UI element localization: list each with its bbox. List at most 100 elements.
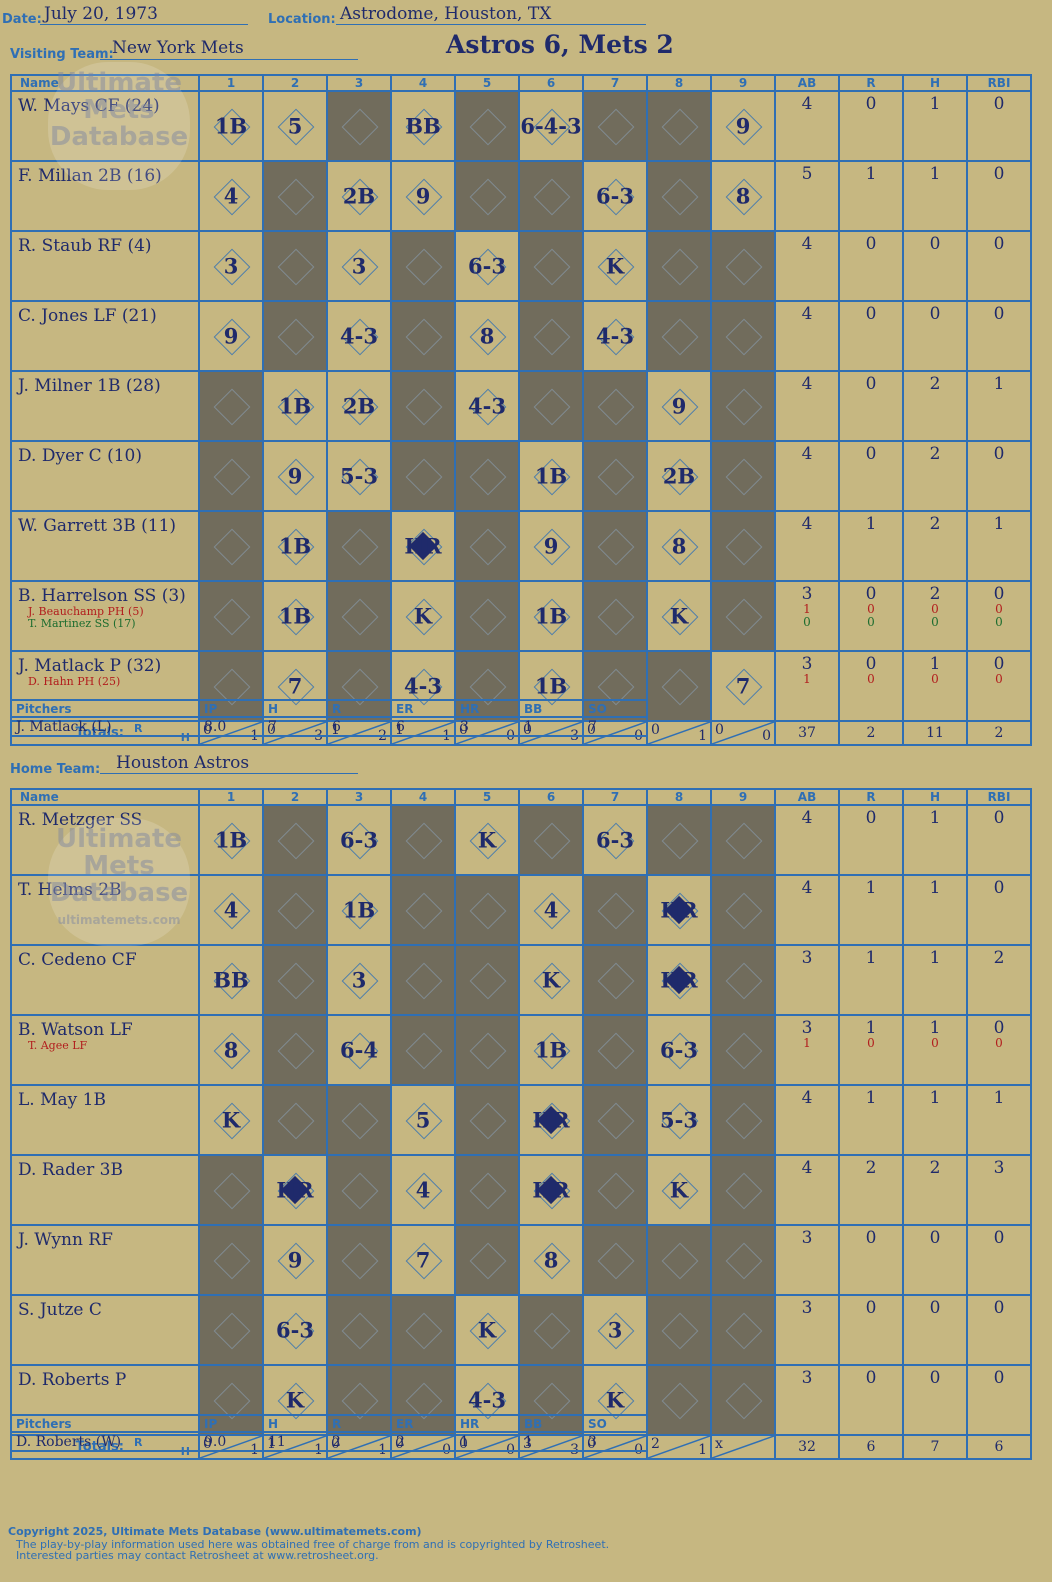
play-result: K <box>605 1387 625 1413</box>
at-bats-value: 3 <box>801 1298 813 1318</box>
at-bats-value: 3 <box>801 654 813 674</box>
at-bats-cell: 4 <box>774 300 840 372</box>
hits-value: 2 <box>929 374 941 394</box>
diamond-icon <box>661 1242 699 1280</box>
rbi-value: 1 <box>993 514 1005 534</box>
at-bat-cell: 8 <box>518 1224 584 1296</box>
diamond-icon <box>405 892 443 930</box>
play-result: 5-3 <box>660 1107 698 1133</box>
play-result: 1B <box>214 827 248 853</box>
diamond-icon <box>725 892 763 930</box>
runs-cell: 0 <box>838 300 904 372</box>
diamond-icon <box>341 598 379 636</box>
at-bat-cell: 6-3 <box>582 160 648 232</box>
play-result: 1B <box>534 673 568 699</box>
player-name: C. Cedeno CF <box>18 950 137 970</box>
diamond-icon <box>277 1032 315 1070</box>
at-bat-cell: 2B <box>326 160 392 232</box>
diamond-icon <box>469 1242 507 1280</box>
play-result: 6-4 <box>340 1037 378 1063</box>
at-bat-cell <box>390 300 456 372</box>
diamond-icon <box>725 458 763 496</box>
hits-cell: 1 <box>902 90 968 162</box>
batter-name: D. Rader 3B <box>10 1154 200 1226</box>
at-bats-cell: 4 <box>774 440 840 512</box>
rbi-value: 0 <box>993 1298 1005 1318</box>
diamond-icon <box>661 668 699 706</box>
diamond-icon <box>213 1242 251 1280</box>
hits-cell: 2 <box>902 440 968 512</box>
pitcher-stat: 3 <box>582 1431 648 1452</box>
pitcher-stat-header: IP <box>198 699 264 718</box>
hits-header: H <box>902 74 968 92</box>
play-result: 6-3 <box>660 1037 698 1063</box>
at-bat-cell <box>390 1294 456 1366</box>
at-bat-cell: 1B <box>262 510 328 582</box>
runs-value: 0 <box>865 94 877 114</box>
rbi-cell: 0 <box>966 874 1032 946</box>
inning-header: 8 <box>646 788 712 806</box>
play-result: 8 <box>479 323 495 349</box>
at-bats-value: 1 <box>803 602 811 616</box>
at-bats-value: 3 <box>801 1368 813 1388</box>
at-bat-cell: K <box>454 1294 520 1366</box>
hits-value: 0 <box>931 615 939 629</box>
runs-value: 0 <box>865 1298 877 1318</box>
diamond-icon <box>405 458 443 496</box>
pitcher-stat: 11 <box>262 1431 328 1452</box>
runs-value: 2 <box>865 1158 877 1178</box>
at-bat-cell: 9 <box>262 1224 328 1296</box>
batter-name: B. Harrelson SS (3) J. Beauchamp PH (5) T.… <box>10 580 200 652</box>
play-result: 4-3 <box>468 1387 506 1413</box>
batter-name: F. Millan 2B (16) <box>10 160 200 232</box>
diamond-icon <box>533 388 571 426</box>
at-bats-value: 4 <box>801 444 813 464</box>
play-result: 7 <box>735 673 751 699</box>
at-bat-cell <box>582 874 648 946</box>
runs-header: R <box>838 74 904 92</box>
hits-cell: 0 <box>902 1294 968 1366</box>
at-bat-cell <box>262 944 328 1016</box>
at-bat-cell <box>582 1224 648 1296</box>
rbi-value: 0 <box>993 94 1005 114</box>
batter-name: B. Watson LF T. Agee LF <box>10 1014 200 1086</box>
batter-row: J. Milner 1B (28) 1B 2B 4-3 9 4 0 2 1 <box>10 370 1032 442</box>
diamond-icon <box>725 528 763 566</box>
at-bat-cell <box>390 440 456 512</box>
pitcher-stat-header: IP <box>198 1414 264 1433</box>
diamond-icon <box>469 1172 507 1210</box>
play-result: HR <box>660 967 698 993</box>
at-bat-cell <box>710 1084 776 1156</box>
hits-value: 1 <box>929 164 941 184</box>
rbi-cell: 0 <box>966 300 1032 372</box>
at-bat-cell <box>262 230 328 302</box>
at-bats-value: 4 <box>801 1158 813 1178</box>
pitcher-row: J. Matlack (L) 8.0 7 6 6 3 1 7 <box>10 716 648 737</box>
at-bats-cell: 3 <box>774 1224 840 1296</box>
inning-header: 9 <box>710 788 776 806</box>
hits-value: 1 <box>929 808 941 828</box>
at-bat-cell <box>198 1294 264 1366</box>
game-result: Astros 6, Mets 2 <box>446 30 674 59</box>
at-bat-cell <box>454 874 520 946</box>
diamond-icon <box>213 1172 251 1210</box>
batter-row: C. Cedeno CF BB 3 K HR 3 1 1 2 <box>10 944 1032 1016</box>
at-bat-cell <box>710 1294 776 1366</box>
play-result: K <box>477 827 497 853</box>
at-bats-value: 5 <box>801 164 813 184</box>
at-bats-cell: 4 <box>774 370 840 442</box>
runs-cell: 1 <box>838 160 904 232</box>
at-bat-cell <box>646 300 712 372</box>
at-bat-cell: HR <box>518 1084 584 1156</box>
diamond-icon <box>277 318 315 356</box>
name-header: Name <box>10 74 200 92</box>
hits-value: 1 <box>929 654 941 674</box>
at-bats-value: 4 <box>801 878 813 898</box>
at-bat-cell: HR <box>646 874 712 946</box>
diamond-icon <box>213 598 251 636</box>
hits-value: 2 <box>929 514 941 534</box>
player-name: C. Jones LF (21) <box>18 306 157 326</box>
